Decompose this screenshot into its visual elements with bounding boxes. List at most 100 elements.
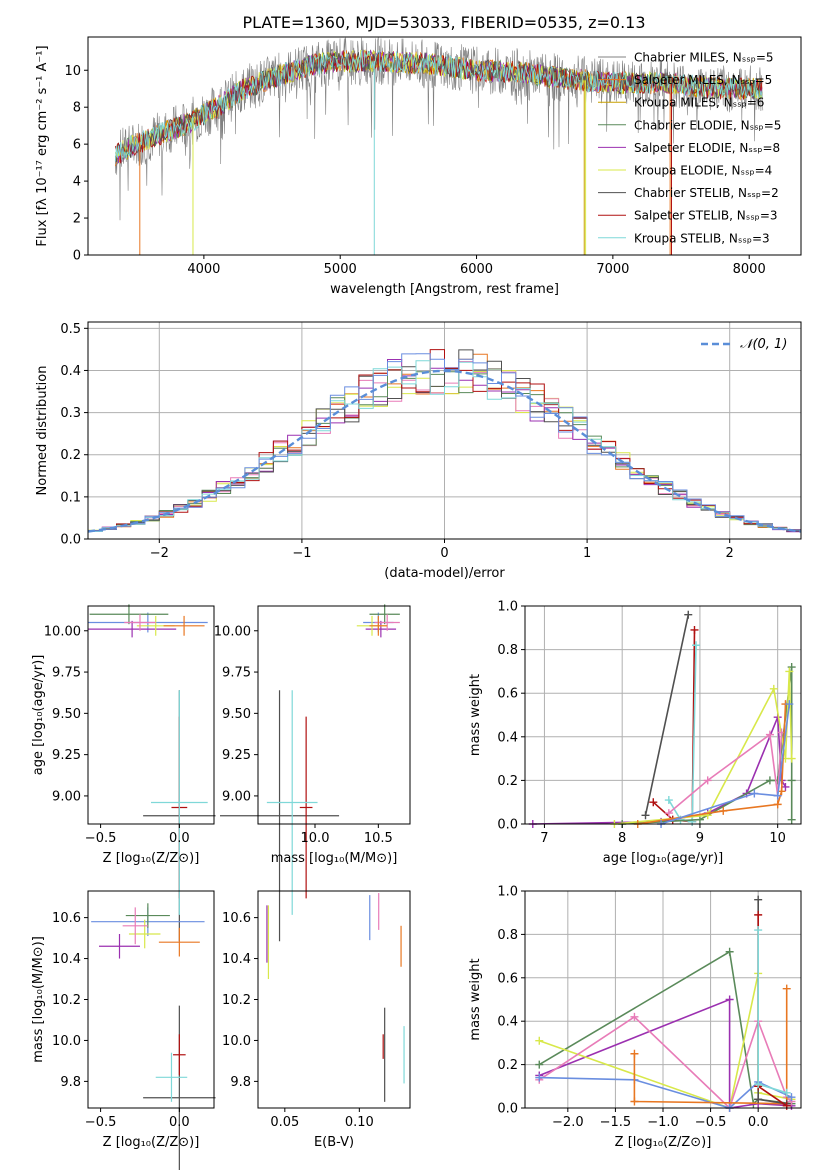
y-tick-label: 0.5: [60, 322, 81, 337]
y-tick-label: 0.4: [497, 1015, 518, 1030]
series-line: [538, 950, 792, 1106]
age-vs-mass-panel: 10.0 10.5 9.00 9.25 9.50 9.75 10.00 mass [log₁₀…: [214, 604, 411, 942]
series-marker: [782, 984, 791, 993]
series-marker: [787, 663, 796, 672]
series-marker: [754, 1095, 763, 1104]
y-tick-label: 0.4: [497, 730, 518, 745]
x-tick-label: 4000: [187, 262, 220, 277]
y-tick-label: 10.00: [214, 624, 251, 639]
y-tick-label: 10.2: [52, 993, 81, 1008]
x-axis-label: (data-model)/error: [384, 566, 505, 581]
series-line: [652, 629, 696, 823]
x-tick-label: −2: [150, 546, 169, 561]
y-tick-label: 9.50: [52, 707, 81, 722]
series-marker: [773, 791, 782, 800]
x-axis-label: wavelength [Angstrom, rest frame]: [330, 282, 559, 297]
series-marker: [785, 700, 794, 709]
series-marker: [750, 789, 759, 798]
x-tick-label: −2.0: [552, 1115, 584, 1130]
x-tick-label: 10: [769, 831, 786, 846]
y-tick-label: 10.2: [222, 993, 251, 1008]
axes-frame: [257, 890, 411, 1109]
y-tick-label: 10: [64, 64, 81, 79]
legend-label: Salpeter STELIB, Nₛₛₚ=3: [634, 209, 778, 223]
series-marker: [664, 809, 673, 818]
y-tick-label: 8: [73, 101, 81, 116]
x-tick-label: 0.0: [169, 831, 190, 846]
x-tick-label: 5000: [324, 262, 357, 277]
y-tick-label: 0.2: [497, 774, 518, 789]
series-marker: [754, 895, 763, 904]
mass-vs-Z-panel: −0.5 0.0 9.8 10.0 10.2 10.4 10.6 Z [log₁₀(Z/Z⊙)…: [31, 890, 216, 1170]
x-axis-label: Z [log₁₀(Z/Z⊙)]: [103, 851, 200, 866]
x-tick-label: 0: [440, 546, 448, 561]
legend-label: Salpeter MILES, Nₛₛₚ=5: [634, 73, 772, 87]
x-tick-label: 6000: [460, 262, 493, 277]
weight-vs-age-panel: 7 8 9 10 0.0 0.2 0.4 0.6 0.8 1.0 age [log₁₀(age/yr…: [468, 600, 802, 866]
x-axis-label: mass [log₁₀(M/M⊙)]: [271, 851, 398, 866]
age-vs-Z-panel: −0.5 0.0 9.00 9.25 9.50 9.75 10.00 Z [log₁₀(Z/Z…: [31, 604, 216, 942]
y-tick-label: 0.8: [497, 643, 518, 658]
legend-label: Kroupa STELIB, Nₛₛₚ=3: [634, 231, 770, 245]
data-point: [173, 1034, 186, 1076]
y-tick-label: 9.8: [60, 1075, 81, 1090]
data-point: [122, 907, 148, 945]
plot-data: [220, 604, 400, 942]
series-marker: [725, 947, 734, 956]
y-tick-label: 1.0: [497, 600, 518, 615]
legend-label: 𝒩(0, 1): [740, 337, 787, 352]
x-tick-label: −0.5: [85, 831, 117, 846]
x-axis-label: E(B-V): [314, 1135, 354, 1150]
spectrum-panel: Chabrier MILES, Nₛₛₚ=5 Salpeter MILES, Nₛ…: [35, 36, 802, 297]
plot-data: [88, 604, 216, 942]
plot-data: Chabrier MILES, Nₛₛₚ=5 Salpeter MILES, Nₛ…: [114, 37, 781, 255]
x-tick-label: 8000: [733, 262, 766, 277]
y-axis-label: Normed distribution: [35, 366, 50, 496]
series-marker: [695, 815, 704, 824]
data-point: [125, 903, 170, 928]
mass-vs-EBV-panel: 0.05 0.10 9.8 10.0 10.2 10.4 10.6 E(B-V): [222, 890, 411, 1150]
series-marker: [719, 806, 728, 815]
y-axis-label: mass weight: [468, 674, 483, 756]
series-marker: [630, 1012, 639, 1021]
series-line: [539, 973, 792, 1110]
data-point: [365, 620, 397, 638]
spectrum-model: [114, 49, 763, 162]
data-point: [88, 620, 177, 638]
series-marker: [787, 1093, 796, 1102]
y-tick-label: 4: [73, 175, 81, 190]
x-tick-label: −0.5: [85, 1115, 117, 1130]
axes-frame: [87, 605, 215, 825]
legend-label: Chabrier MILES, Nₛₛₚ=5: [634, 51, 774, 65]
series-line: [757, 899, 787, 1105]
data-point: [151, 690, 208, 915]
legend: Chabrier MILES, Nₛₛₚ=5 Salpeter MILES, Nₛ…: [598, 51, 781, 245]
series-marker: [725, 995, 734, 1004]
series-line: [637, 704, 787, 825]
x-tick-label: 8: [618, 831, 626, 846]
axes-frame: [87, 890, 215, 1109]
data-point: [158, 927, 200, 957]
y-tick-label: 6: [73, 138, 81, 153]
series-marker: [782, 1088, 791, 1097]
series-line: [633, 988, 788, 1105]
series-marker: [535, 1036, 544, 1045]
legend-label: Kroupa ELODIE, Nₛₛₚ=4: [634, 164, 772, 178]
series-marker: [773, 800, 782, 809]
x-axis-label: age [log₁₀(age/yr)]: [603, 851, 724, 866]
series-marker: [649, 798, 658, 807]
histogram-step: [88, 349, 801, 532]
data-point: [99, 933, 140, 959]
y-tick-label: 0.4: [60, 364, 81, 379]
y-tick-label: 9.50: [222, 707, 251, 722]
data-point: [266, 690, 318, 915]
axes-frame: [87, 36, 802, 256]
data-point: [369, 604, 400, 625]
series-line: [757, 930, 787, 1094]
y-tick-label: 0: [73, 249, 81, 264]
x-tick-label: 9: [696, 831, 704, 846]
series-marker: [787, 754, 796, 763]
x-axis-label: Z [log₁₀(Z/Z⊙)]: [615, 1135, 712, 1150]
legend-label: Chabrier STELIB, Nₛₛₚ=2: [634, 186, 779, 200]
y-tick-label: 9.00: [52, 789, 81, 804]
